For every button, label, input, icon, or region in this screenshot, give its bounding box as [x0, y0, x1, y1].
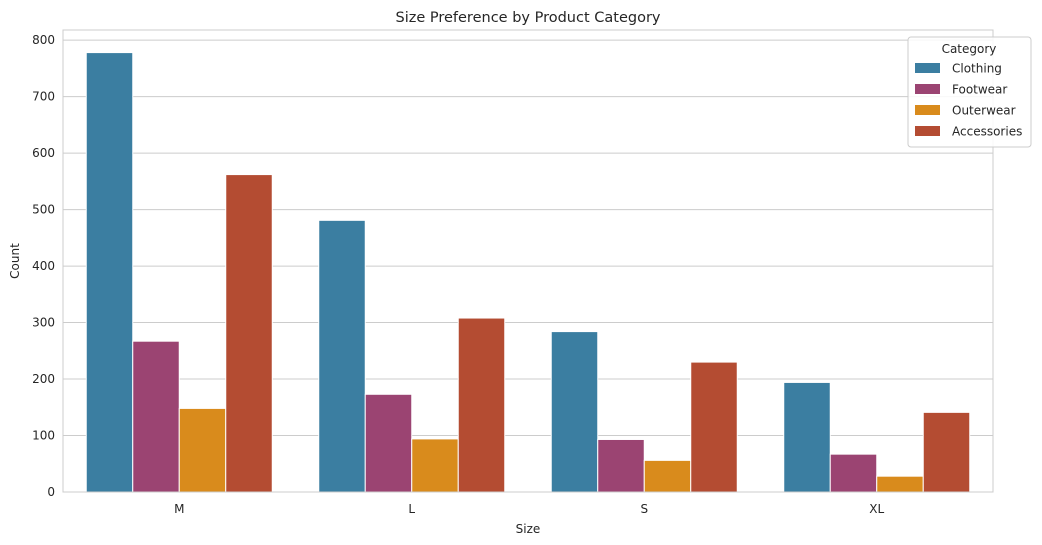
y-tick-label: 300: [32, 316, 55, 330]
bar-accessories-xl: [922, 411, 971, 493]
x-axis-label: Size: [516, 522, 541, 536]
bar-accessories-m: [225, 174, 273, 493]
y-tick-labels: 0 100 200 300 400 500 600 700 800: [32, 33, 55, 499]
bar-clothing-s: [550, 331, 599, 493]
legend-label-outerwear: Outerwear: [952, 104, 1016, 118]
bar-clothing-l: [318, 219, 366, 493]
bar-footwear-xl: [829, 453, 878, 493]
x-tick-label: XL: [869, 502, 884, 516]
legend-swatch-outerwear: [915, 105, 940, 115]
y-tick-label: 100: [32, 429, 55, 443]
plot-frame: [62, 29, 994, 493]
bar-footwear-s: [597, 438, 645, 493]
y-axis-label: Count: [8, 243, 22, 279]
y-tick-label: 0: [47, 485, 55, 499]
legend-title: Category: [942, 42, 997, 56]
x-tick-label: M: [174, 502, 184, 516]
x-tick-label: S: [640, 502, 648, 516]
bar-outerwear-m: [178, 407, 227, 493]
bar-accessories-l: [457, 317, 506, 493]
y-tick-label: 500: [32, 203, 55, 217]
bar-footwear-m: [132, 340, 180, 493]
bars: [85, 52, 971, 493]
y-tick-label: 800: [32, 33, 55, 47]
bar-clothing-m: [85, 52, 134, 493]
x-tick-label: L: [408, 502, 415, 516]
y-tick-label: 400: [32, 259, 55, 273]
y-tick-label: 700: [32, 90, 55, 104]
legend-swatch-accessories: [915, 126, 940, 136]
x-tick-labels: M L S XL: [174, 502, 884, 516]
bar-outerwear-l: [411, 438, 459, 493]
bar-footwear-l: [364, 393, 413, 493]
legend-swatch-footwear: [915, 84, 940, 94]
bar-outerwear-xl: [876, 475, 924, 493]
legend-label-footwear: Footwear: [952, 83, 1007, 97]
y-tick-label: 200: [32, 372, 55, 386]
legend-label-clothing: Clothing: [952, 62, 1002, 76]
legend-items: Clothing Footwear Outerwear Accessories: [915, 62, 1022, 139]
bar-clothing-xl: [783, 381, 831, 493]
legend-swatch-clothing: [915, 63, 940, 73]
y-tick-label: 600: [32, 146, 55, 160]
bar-outerwear-s: [643, 459, 692, 493]
bar-accessories-s: [690, 361, 738, 493]
legend: Category Clothing Footwear Outerwear Access…: [907, 36, 1032, 148]
chart-title: Size Preference by Product Category: [395, 10, 660, 26]
legend-label-accessories: Accessories: [952, 125, 1022, 139]
